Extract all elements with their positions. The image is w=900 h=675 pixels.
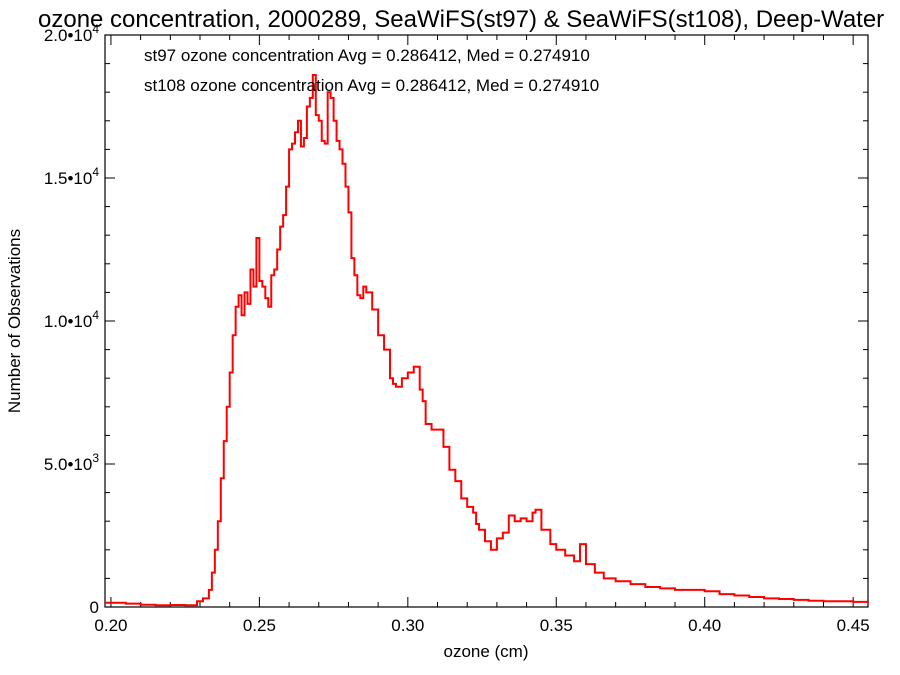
y-tick-label: 2.0•104 — [44, 22, 100, 45]
x-axis-label: ozone (cm) — [443, 642, 528, 661]
chart-legend: st97 ozone concentration Avg = 0.286412,… — [144, 46, 599, 95]
series-line-st108 — [105, 74, 869, 607]
series-layer — [105, 74, 869, 607]
x-tick-label: 0.40 — [688, 616, 721, 635]
x-tick-label: 0.35 — [540, 616, 573, 635]
y-tick-label: 1.5•104 — [44, 165, 100, 188]
x-tick-label: 0.45 — [837, 616, 870, 635]
x-tick-label: 0.25 — [243, 616, 276, 635]
y-axis-label: Number of Observations — [5, 229, 24, 413]
y-tick-label: 1.0•104 — [44, 308, 100, 331]
y-tick-label: 5.0•103 — [44, 451, 100, 474]
y-tick-label: 0 — [90, 598, 99, 617]
x-axis-ticks: 0.20 0.25 0.30 0.35 0.40 0.45 — [94, 35, 870, 635]
legend-entry-st108: st108 ozone concentration Avg = 0.286412… — [144, 76, 599, 95]
chart-title: ozone concentration, 2000289, SeaWiFS(st… — [38, 6, 884, 33]
y-axis-ticks: 0 5.0•103 1.0•104 1.5•104 2.0•104 — [44, 22, 868, 617]
x-tick-label: 0.30 — [391, 616, 424, 635]
legend-entry-st97: st97 ozone concentration Avg = 0.286412,… — [144, 46, 590, 65]
x-tick-label: 0.20 — [94, 616, 127, 635]
